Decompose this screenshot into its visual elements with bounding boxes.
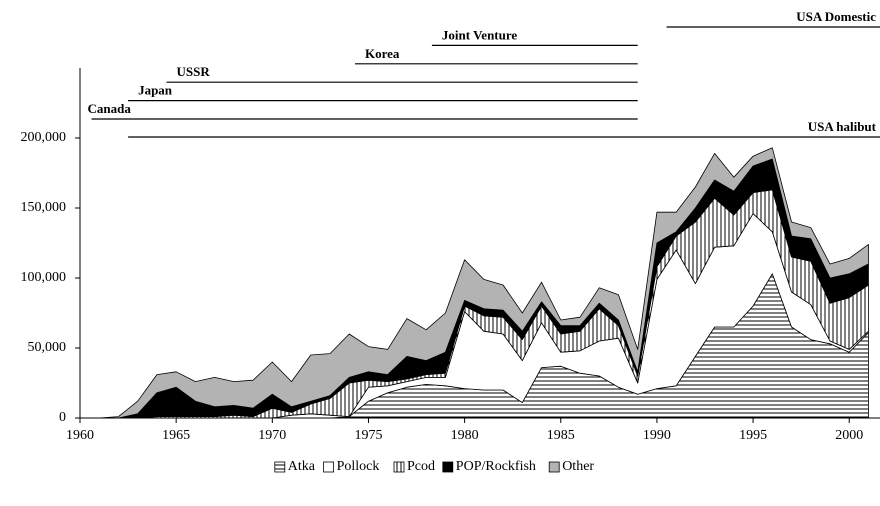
legend-swatch [393,461,405,473]
x-tick-label: 2000 [835,428,863,443]
period-label: Joint Venture [442,27,517,42]
y-tick-label: 0 [59,410,66,425]
y-tick-label: 150,000 [21,200,67,215]
legend-swatch [442,461,454,473]
x-tick-label: 1965 [162,428,190,443]
period-label: USA Domestic [796,9,876,24]
legend-swatch [323,461,335,473]
legend-label: Atka [288,459,316,474]
y-tick-label: 100,000 [21,270,67,285]
y-tick-label: 50,000 [28,340,67,355]
period-label: Canada [88,101,132,116]
legend-label: Pollock [337,459,380,474]
y-tick-label: 200,000 [21,130,67,145]
legend-label: POP/Rockfish [456,459,536,474]
area [98,147,869,419]
x-tick-label: 1970 [258,428,286,443]
legend-swatch [274,461,286,473]
legend: Atka Pollock Pcod POP/Rockfish Other [274,459,594,474]
x-tick-label: 1990 [643,428,671,443]
legend-label: Pcod [407,459,435,474]
period-label: USSR [177,64,211,79]
period-label: Japan [138,83,173,98]
x-tick-label: 1975 [354,428,382,443]
legend-label: Other [562,459,594,474]
period-label: Korea [365,46,400,61]
period-label: USA halibut [808,119,877,134]
x-tick-label: 1995 [739,428,767,443]
x-tick-label: 1960 [66,428,94,443]
legend-swatch [548,461,560,473]
x-tick-label: 1985 [547,428,575,443]
x-tick-label: 1980 [451,428,479,443]
